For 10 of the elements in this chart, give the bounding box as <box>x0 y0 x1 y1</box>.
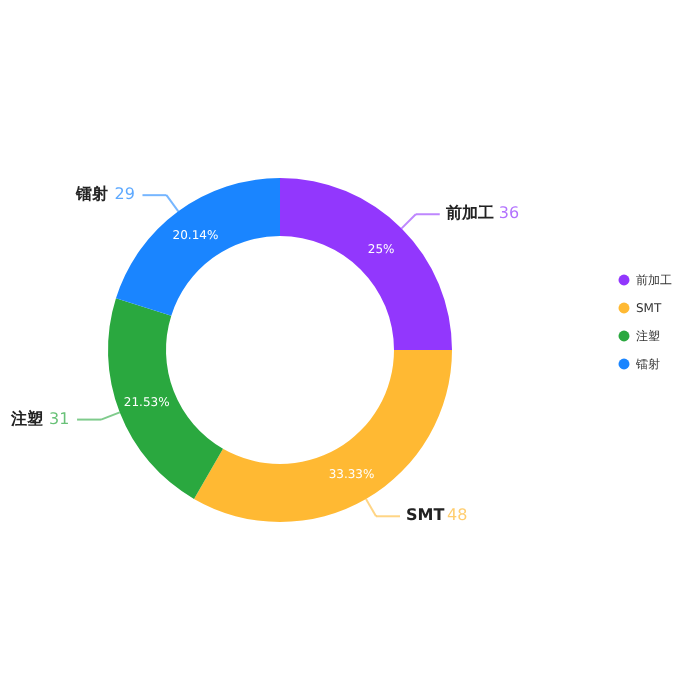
data-label: 36 <box>498 204 520 223</box>
donut-slice <box>108 298 223 499</box>
legend-label: 前加工 <box>443 204 494 223</box>
data-label: 29 <box>114 185 135 204</box>
legend-label: SMT <box>406 506 446 525</box>
slice-label: 镭射 <box>74 185 109 204</box>
donut-slice <box>115 178 280 316</box>
slice-label: 注塑 <box>9 407 44 428</box>
data-label: 31 <box>49 409 70 428</box>
data-label: 48 <box>447 506 468 525</box>
